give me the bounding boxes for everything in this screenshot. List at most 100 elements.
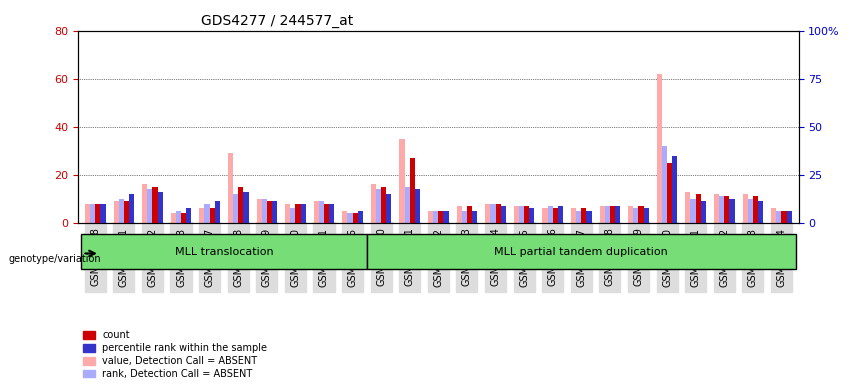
Bar [587, 211, 592, 223]
Bar [700, 201, 706, 223]
Bar [176, 211, 181, 223]
Bar [786, 211, 792, 223]
Bar [329, 204, 334, 223]
Bar [85, 204, 90, 223]
Bar [542, 208, 548, 223]
Bar [610, 206, 615, 223]
Bar [781, 211, 786, 223]
Bar [200, 208, 205, 223]
Bar [399, 139, 404, 223]
Bar [548, 206, 553, 223]
Bar [690, 199, 695, 223]
Bar [266, 201, 272, 223]
Bar [272, 201, 277, 223]
Bar [571, 208, 576, 223]
Bar [324, 204, 329, 223]
Bar [313, 201, 319, 223]
Bar [472, 211, 477, 223]
Bar [90, 204, 95, 223]
Bar [433, 211, 438, 223]
Bar [243, 192, 248, 223]
Bar [639, 206, 643, 223]
Text: MLL partial tandem duplication: MLL partial tandem duplication [495, 247, 668, 257]
Bar [742, 194, 747, 223]
Bar [205, 204, 210, 223]
Bar [600, 206, 605, 223]
Bar [257, 199, 261, 223]
Bar [524, 206, 529, 223]
Bar [376, 189, 381, 223]
Bar [667, 163, 672, 223]
Bar [210, 208, 214, 223]
Bar [615, 206, 620, 223]
Bar [404, 187, 410, 223]
Bar [714, 194, 719, 223]
Text: MLL translocation: MLL translocation [174, 247, 273, 257]
Text: genotype/variation: genotype/variation [9, 254, 102, 264]
Bar [485, 204, 490, 223]
Bar [415, 189, 420, 223]
Bar [747, 199, 753, 223]
Bar [101, 204, 106, 223]
Bar [285, 204, 290, 223]
Bar [643, 208, 648, 223]
Bar [347, 213, 352, 223]
Bar [214, 201, 220, 223]
Bar [462, 211, 467, 223]
Bar [153, 187, 158, 223]
Bar [381, 187, 386, 223]
Bar [519, 206, 524, 223]
Bar [605, 206, 610, 223]
Bar [158, 192, 162, 223]
Bar [148, 189, 153, 223]
Bar [776, 211, 781, 223]
Bar [95, 204, 101, 223]
Bar [771, 208, 776, 223]
Bar [657, 74, 662, 223]
Bar [719, 196, 724, 223]
Bar [119, 199, 124, 223]
Bar [553, 208, 558, 223]
Text: GDS4277 / 244577_at: GDS4277 / 244577_at [201, 14, 353, 28]
Bar [496, 204, 501, 223]
Bar [142, 184, 148, 223]
Bar [514, 206, 519, 223]
Bar [342, 211, 347, 223]
Bar [233, 194, 238, 223]
Legend: count, percentile rank within the sample, value, Detection Call = ABSENT, rank, : count, percentile rank within the sample… [83, 330, 267, 379]
Bar [724, 196, 729, 223]
Bar [695, 194, 700, 223]
FancyBboxPatch shape [81, 234, 367, 269]
Bar [129, 194, 135, 223]
Bar [758, 201, 763, 223]
Bar [371, 184, 376, 223]
Bar [410, 158, 415, 223]
Bar [501, 206, 506, 223]
Bar [558, 206, 563, 223]
Bar [576, 211, 582, 223]
Bar [186, 208, 191, 223]
Bar [634, 208, 639, 223]
Bar [428, 211, 433, 223]
Bar [457, 206, 462, 223]
Bar [124, 201, 129, 223]
Bar [529, 208, 535, 223]
Bar [582, 208, 587, 223]
Bar [753, 196, 758, 223]
Bar [444, 211, 449, 223]
Bar [261, 199, 266, 223]
Bar [171, 213, 176, 223]
Bar [358, 211, 363, 223]
Bar [628, 206, 634, 223]
Bar [729, 199, 734, 223]
Bar [686, 192, 690, 223]
Bar [290, 208, 295, 223]
Bar [662, 146, 667, 223]
Bar [114, 201, 119, 223]
FancyBboxPatch shape [367, 234, 796, 269]
Bar [228, 153, 233, 223]
Bar [238, 187, 243, 223]
Bar [295, 204, 300, 223]
Bar [438, 211, 444, 223]
Bar [181, 213, 186, 223]
